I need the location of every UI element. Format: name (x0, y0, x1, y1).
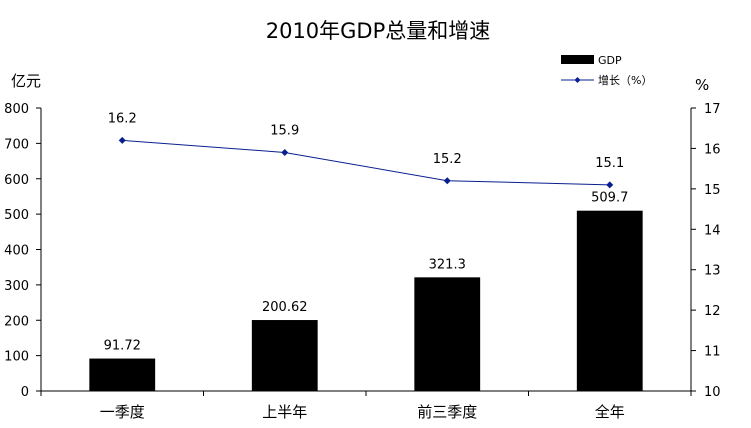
legend-gdp-swatch (561, 55, 594, 64)
chart-title: 2010年GDP总量和增速 (266, 19, 491, 43)
growth-point (281, 148, 289, 156)
left-tick-label: 400 (4, 244, 29, 259)
right-tick-label: 13 (704, 264, 721, 279)
growth-data-label: 15.2 (433, 152, 462, 167)
right-tick-label: 16 (704, 142, 721, 157)
left-tick-label: 600 (4, 173, 29, 188)
right-tick-label: 10 (704, 385, 721, 400)
growth-data-label: 15.1 (595, 156, 624, 171)
legend-growth-marker (574, 77, 581, 83)
left-axis-label: 亿元 (11, 72, 41, 90)
bar-data-label: 200.62 (262, 300, 308, 315)
left-tick-label: 700 (4, 137, 29, 152)
growth-line (122, 139, 610, 186)
growth-point (118, 136, 126, 144)
bar-data-label: 321.3 (429, 257, 466, 272)
x-tick-label: 上半年 (262, 403, 307, 421)
right-tick-label: 17 (704, 102, 721, 117)
bar (251, 320, 318, 391)
growth-point (606, 181, 614, 189)
left-tick-label: 300 (4, 279, 29, 294)
left-tick-label: 0 (21, 385, 29, 400)
left-tick-label: 800 (4, 102, 29, 117)
left-tick-label: 500 (4, 208, 29, 223)
growth-point (443, 177, 451, 185)
right-tick-label: 14 (704, 223, 721, 238)
growth-data-label: 16.2 (108, 111, 137, 126)
left-tick-label: 200 (4, 314, 29, 329)
bar (414, 277, 481, 391)
bar (89, 358, 156, 391)
x-tick-label: 全年 (595, 403, 625, 421)
legend-growth-label: 增长（%） (598, 73, 652, 87)
left-tick-label: 100 (4, 350, 29, 365)
legend: GDP 增长（%） (561, 54, 652, 87)
bar-data-label: 91.72 (104, 339, 141, 354)
right-axis-label: % (695, 76, 709, 94)
bar (576, 210, 643, 391)
right-tick-label: 12 (704, 304, 721, 319)
bar-data-label: 509.7 (591, 191, 628, 206)
x-tick-label: 前三季度 (417, 403, 477, 421)
legend-gdp-label: GDP (598, 54, 622, 67)
x-tick-label: 一季度 (100, 403, 145, 421)
right-tick-label: 15 (704, 183, 721, 198)
right-tick-label: 11 (704, 345, 721, 360)
growth-data-label: 15.9 (270, 123, 299, 138)
plot-area: 0 100 200 300 400 500 600 700 800 10 11 12 13 14 15 16 1… (4, 102, 720, 421)
